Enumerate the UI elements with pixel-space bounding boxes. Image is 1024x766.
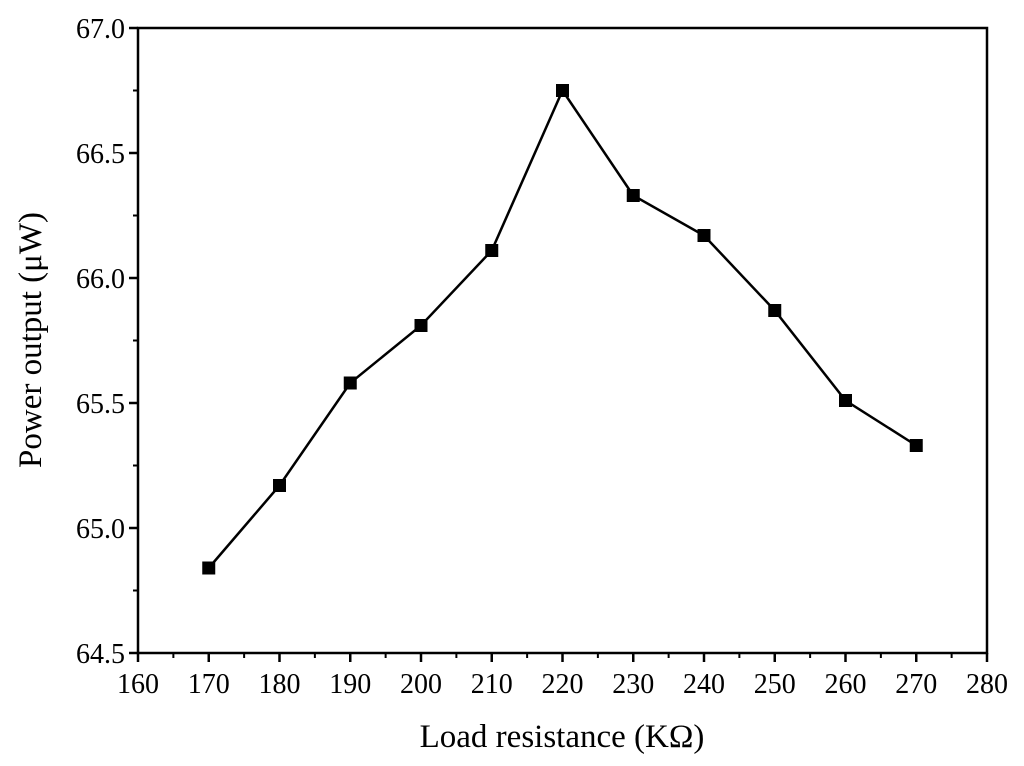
data-point xyxy=(202,561,216,575)
data-point xyxy=(556,84,569,97)
x-tick-label: 280 xyxy=(966,669,1008,700)
x-tick-label: 260 xyxy=(825,669,867,700)
y-tick-label: 66.0 xyxy=(76,264,125,295)
data-point xyxy=(697,229,711,242)
y-tick-label: 65.5 xyxy=(76,389,125,420)
data-point xyxy=(414,319,428,332)
x-tick-label: 250 xyxy=(754,669,796,700)
x-tick-label: 190 xyxy=(329,669,371,700)
data-point xyxy=(485,244,499,257)
data-point xyxy=(273,479,286,492)
data-point xyxy=(839,394,852,407)
x-tick-label: 160 xyxy=(117,669,159,700)
x-axis-ticks: 160 170 180 190 200 210 220 230 240 250 260 270 280 xyxy=(117,653,1008,700)
series-line xyxy=(207,87,917,569)
data-point xyxy=(768,304,782,317)
x-tick-label: 220 xyxy=(542,669,584,700)
x-tick-label: 200 xyxy=(400,669,442,700)
y-tick-label: 67.0 xyxy=(76,14,125,45)
data-point xyxy=(909,439,923,452)
y-tick-label: 64.5 xyxy=(76,639,125,670)
x-tick-label: 270 xyxy=(895,669,937,700)
data-point xyxy=(343,376,357,390)
data-point xyxy=(626,189,640,202)
x-tick-label: 210 xyxy=(471,669,513,700)
y-tick-label: 66.5 xyxy=(76,139,125,170)
x-tick-label: 240 xyxy=(683,669,725,700)
series-layer xyxy=(202,84,923,575)
y-tick-label: 65.0 xyxy=(76,514,125,545)
y-axis-ticks: 64.5 65.0 65.5 66.0 66.5 67.0 xyxy=(76,14,138,670)
x-axis-title: Load resistance (KΩ) xyxy=(420,719,705,755)
y-axis-title: Power output (μW) xyxy=(13,212,49,468)
x-tick-label: 170 xyxy=(188,669,230,700)
x-tick-label: 180 xyxy=(259,669,301,700)
plot-frame xyxy=(136,26,989,655)
x-tick-label: 230 xyxy=(612,669,654,700)
